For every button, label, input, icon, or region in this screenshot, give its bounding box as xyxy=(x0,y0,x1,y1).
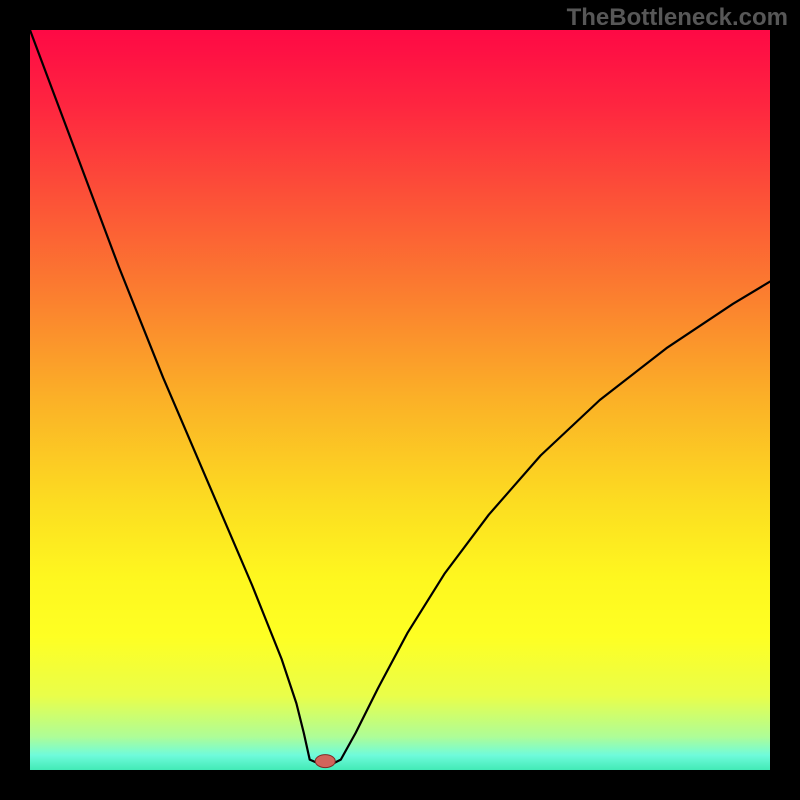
optimum-marker xyxy=(315,755,335,768)
plot-background xyxy=(30,30,770,770)
bottleneck-chart xyxy=(0,0,800,800)
